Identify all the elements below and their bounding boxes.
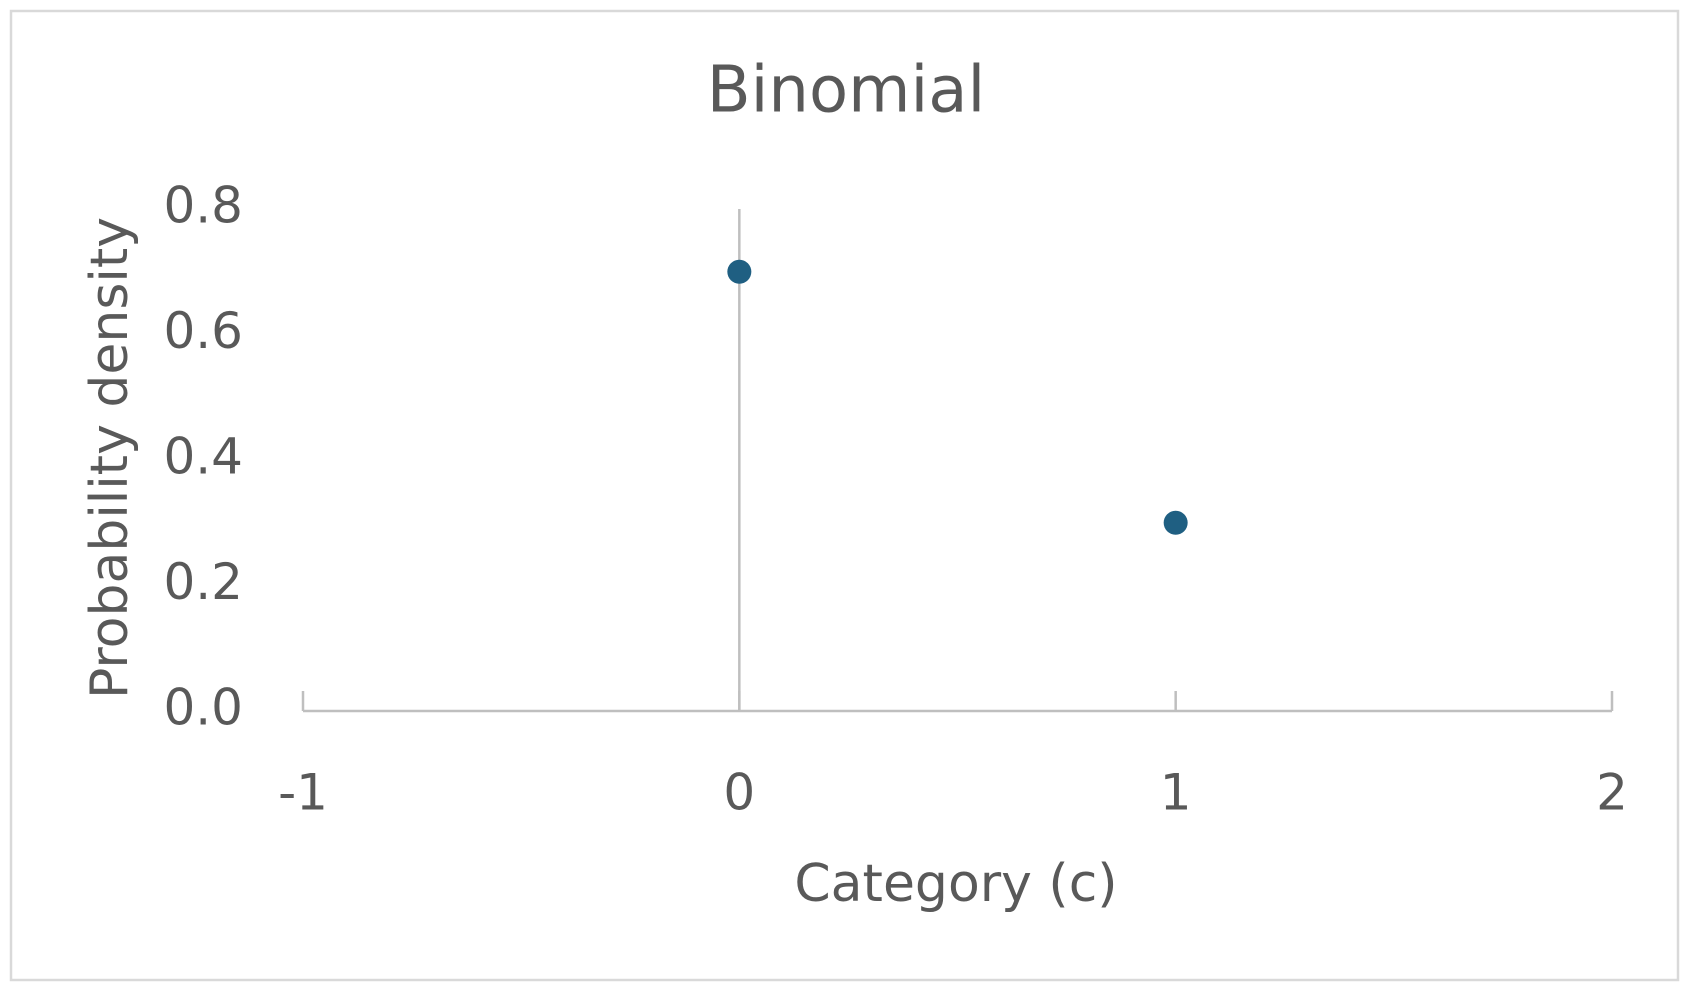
y-tick-label: 0.2 bbox=[163, 553, 243, 611]
x-tick-label: -1 bbox=[278, 764, 328, 822]
y-tick-label: 0.0 bbox=[163, 679, 243, 737]
chart-border bbox=[9, 9, 1680, 982]
y-axis-title: Probability density bbox=[80, 217, 140, 699]
y-tick-label: 0.6 bbox=[163, 302, 243, 360]
data-point bbox=[1163, 510, 1188, 535]
x-tick-label: 0 bbox=[723, 764, 755, 822]
y-tick-label: 0.4 bbox=[163, 428, 243, 486]
x-tick-label: 2 bbox=[1596, 764, 1628, 822]
x-tick-label: 1 bbox=[1160, 764, 1192, 822]
data-point bbox=[727, 259, 752, 284]
chart-title: Binomial bbox=[707, 54, 986, 128]
x-axis-title: Category (c) bbox=[794, 854, 1117, 914]
y-tick-label: 0.8 bbox=[163, 177, 243, 235]
